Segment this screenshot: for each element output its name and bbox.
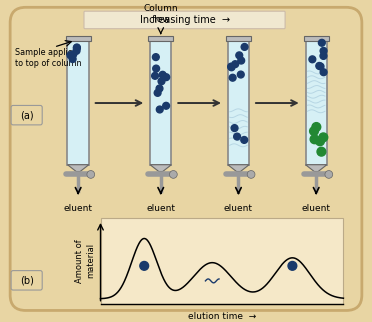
- Polygon shape: [67, 165, 89, 172]
- Circle shape: [152, 72, 158, 79]
- Circle shape: [320, 47, 327, 54]
- Circle shape: [312, 123, 321, 131]
- Text: eluent: eluent: [224, 204, 253, 213]
- Circle shape: [234, 133, 240, 140]
- Text: Amount of
material: Amount of material: [75, 239, 95, 283]
- Circle shape: [170, 171, 177, 178]
- Text: Sample applied
to top of column: Sample applied to top of column: [15, 48, 81, 68]
- Circle shape: [317, 147, 326, 156]
- Circle shape: [159, 71, 166, 78]
- Circle shape: [154, 90, 161, 96]
- Circle shape: [236, 52, 243, 59]
- Circle shape: [153, 54, 159, 61]
- FancyBboxPatch shape: [84, 11, 285, 29]
- Circle shape: [238, 57, 245, 64]
- Text: eluent: eluent: [64, 204, 93, 213]
- Polygon shape: [305, 165, 327, 172]
- Text: eluent: eluent: [146, 204, 175, 213]
- FancyBboxPatch shape: [11, 105, 42, 125]
- Circle shape: [158, 78, 165, 85]
- Bar: [305, 41, 327, 165]
- Circle shape: [153, 65, 160, 72]
- Circle shape: [288, 261, 297, 270]
- Bar: [226, 36, 251, 41]
- Text: (b): (b): [20, 275, 33, 285]
- Circle shape: [309, 56, 316, 63]
- Circle shape: [241, 43, 248, 50]
- Circle shape: [163, 74, 170, 80]
- FancyBboxPatch shape: [11, 270, 42, 290]
- Circle shape: [317, 63, 324, 70]
- Circle shape: [73, 44, 80, 51]
- Bar: [148, 36, 173, 41]
- Circle shape: [247, 171, 255, 178]
- Circle shape: [163, 102, 170, 109]
- Circle shape: [156, 85, 163, 92]
- Circle shape: [228, 64, 235, 71]
- Circle shape: [231, 125, 238, 131]
- Circle shape: [320, 69, 327, 76]
- Bar: [150, 41, 171, 165]
- Polygon shape: [150, 165, 171, 172]
- Bar: [228, 41, 249, 165]
- Circle shape: [318, 39, 325, 46]
- Circle shape: [69, 56, 76, 62]
- Circle shape: [228, 63, 235, 70]
- Bar: [65, 36, 91, 41]
- Circle shape: [70, 51, 77, 58]
- Text: (a): (a): [20, 110, 33, 120]
- Text: eluent: eluent: [302, 204, 331, 213]
- Circle shape: [315, 137, 324, 146]
- Bar: [304, 36, 329, 41]
- Circle shape: [310, 135, 319, 144]
- Circle shape: [73, 47, 80, 54]
- Circle shape: [67, 52, 74, 59]
- Circle shape: [310, 127, 318, 136]
- Circle shape: [156, 106, 163, 113]
- Circle shape: [325, 171, 333, 178]
- Circle shape: [319, 133, 328, 142]
- Circle shape: [229, 74, 236, 81]
- Circle shape: [320, 52, 327, 59]
- Text: Increasing time  →: Increasing time →: [140, 15, 230, 25]
- Text: elution time  →: elution time →: [188, 312, 256, 321]
- Text: Column
flow: Column flow: [144, 5, 178, 24]
- Polygon shape: [228, 165, 249, 172]
- Bar: [100, 218, 343, 304]
- FancyBboxPatch shape: [10, 7, 362, 310]
- Bar: [67, 41, 89, 165]
- Circle shape: [316, 62, 323, 69]
- Circle shape: [74, 45, 80, 52]
- Circle shape: [232, 61, 238, 68]
- Circle shape: [87, 171, 94, 178]
- Circle shape: [140, 261, 148, 270]
- Circle shape: [241, 137, 248, 143]
- Circle shape: [237, 71, 244, 78]
